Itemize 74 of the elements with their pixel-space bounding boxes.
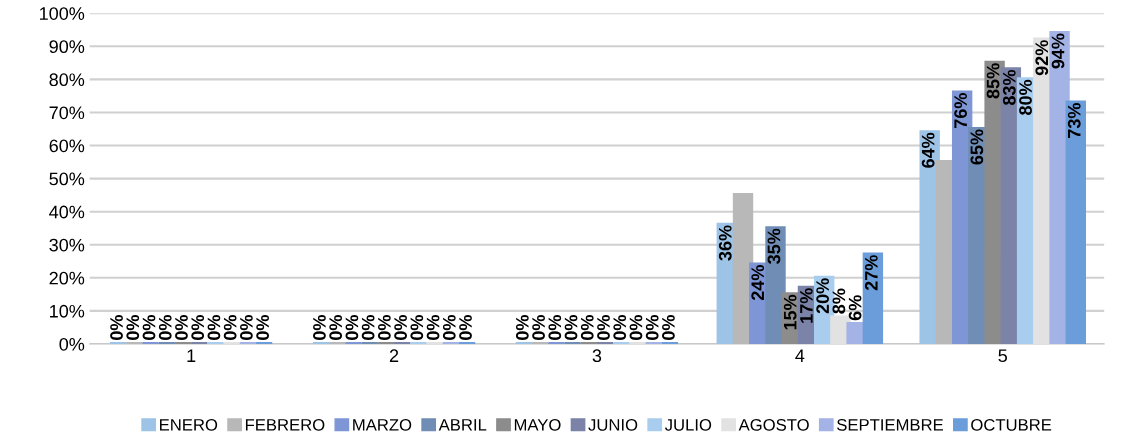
data-label: 15% [783,294,797,330]
x-tick-label: 4 [795,349,805,362]
data-label: 0% [662,315,675,340]
legend-label: OCTUBRE [971,418,1052,431]
y-tick-label: 0% [59,337,85,351]
legend-label: ABRIL [438,419,487,431]
y-tick-label: 10% [50,304,85,318]
data-label: 0% [207,315,221,340]
data-label: 0% [532,315,545,340]
data-label: 0% [126,315,140,340]
data-label: 94% [1051,33,1065,69]
data-label: 0% [410,315,424,340]
y-tick-label: 60% [49,139,85,153]
legend-label: JUNIO [588,418,638,431]
data-label: 0% [191,315,205,340]
data-label: 8% [832,288,846,314]
data-label: 0% [256,315,270,340]
data-label: 0% [442,315,456,340]
legend-label: AGOSTO [738,418,809,431]
data-label: 36% [718,225,732,261]
data-label: 83% [1002,69,1016,106]
data-label: 76% [954,93,967,128]
y-tick-label: 20% [49,271,85,285]
y-tick-label: 40% [49,205,85,219]
data-label: 0% [345,315,359,340]
y-tick-label: 90% [49,40,85,54]
data-label: 0% [564,315,578,340]
data-label: 0% [313,315,326,340]
data-label: 0% [629,315,643,340]
y-tick-label: 50% [49,172,85,186]
x-tick-label: 5 [998,349,1007,363]
data-label: 0% [110,315,123,340]
y-tick-label: 70% [49,106,85,120]
data-label: 0% [142,315,156,340]
x-tick-label: 2 [389,349,399,362]
data-label: 0% [613,315,627,340]
data-label: 0% [645,315,659,340]
data-label: 73% [1067,103,1081,138]
data-label: 17% [800,288,813,323]
data-label: 0% [426,315,440,340]
data-label: 92% [1035,40,1049,76]
legend-label: SEPTIEMBRE [837,418,943,431]
data-label: 0% [240,315,253,340]
data-label: 0% [548,315,562,340]
data-label: 0% [329,315,343,340]
x-tick-label: 1 [187,349,196,362]
data-label: 35% [767,228,781,264]
data-label: 0% [394,315,407,340]
data-label: 0% [377,315,391,340]
data-label: 85% [986,63,1000,99]
data-label: 65% [970,129,984,165]
legend-label: JULIO [664,418,712,431]
data-label: 0% [175,315,188,340]
legend-label: MAYO [514,418,561,431]
data-label: 0% [597,315,610,340]
data-label: 0% [515,315,529,340]
data-label: 0% [158,315,172,340]
data-label: 24% [751,265,765,301]
legend-label: FEBRERO [245,418,325,431]
data-label: 20% [816,278,830,314]
data-label: 27% [864,255,878,291]
y-tick-label: 100% [40,7,85,20]
y-tick-label: 80% [49,73,85,87]
data-label: 80% [1019,79,1032,115]
legend-label: ENERO [160,418,218,431]
legend-label: MARZO [353,418,412,431]
data-label: 0% [580,315,594,340]
x-tick-label: 3 [592,349,602,363]
data-label: 0% [361,315,375,340]
data-label: 0% [223,315,237,340]
y-tick-label: 30% [49,238,85,252]
data-label: 0% [459,315,472,340]
data-label: 64% [921,132,935,168]
data-label: 6% [848,295,862,321]
